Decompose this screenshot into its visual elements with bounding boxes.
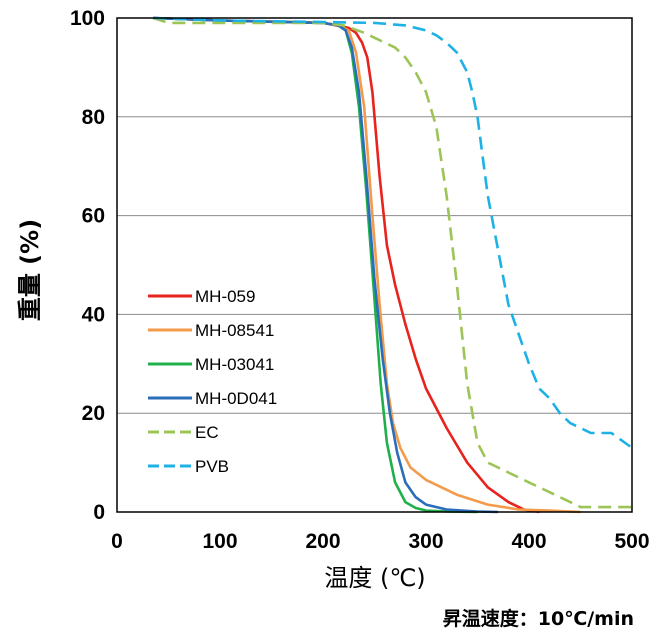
y-tick-label: 80 xyxy=(82,106,105,129)
series-line-ec xyxy=(152,16,632,509)
x-tick-label: 500 xyxy=(614,530,649,553)
heating-rate-note: 昇温速度：10℃/min xyxy=(443,607,634,630)
x-tick-labels: 0 100 200 300 400 500 xyxy=(111,530,649,553)
series-line-mh-059 xyxy=(153,16,540,514)
legend-label: MH-08541 xyxy=(195,321,274,340)
y-axis-title: 重量 (%) xyxy=(16,219,44,321)
y-tick-label: 60 xyxy=(82,205,105,228)
legend-label: PVB xyxy=(195,457,229,476)
x-tick-label: 400 xyxy=(511,530,546,553)
legend: MH-059 MH-08541 MH-03041 MH-0D041 EC PVB xyxy=(148,287,277,476)
legend-label: MH-059 xyxy=(195,287,255,306)
y-tick-label: 20 xyxy=(82,402,105,425)
x-tick-label: 200 xyxy=(305,530,340,553)
legend-label: MH-03041 xyxy=(195,355,274,374)
x-tick-label: 100 xyxy=(202,530,237,553)
plot-frame xyxy=(116,17,633,513)
series-lines xyxy=(152,16,633,514)
y-tick-label: 40 xyxy=(82,303,105,326)
legend-label: MH-0D041 xyxy=(195,389,277,408)
series-line-pvb xyxy=(153,16,633,449)
legend-label: EC xyxy=(195,423,219,442)
x-axis-title: 温度 (℃) xyxy=(324,564,425,592)
y-tick-label: 0 xyxy=(93,501,105,524)
x-tick-label: 0 xyxy=(111,530,123,553)
x-tick-label: 300 xyxy=(408,530,443,553)
y-tick-label: 100 xyxy=(70,7,105,30)
y-tick-labels: 0 20 40 60 80 100 xyxy=(70,7,105,524)
